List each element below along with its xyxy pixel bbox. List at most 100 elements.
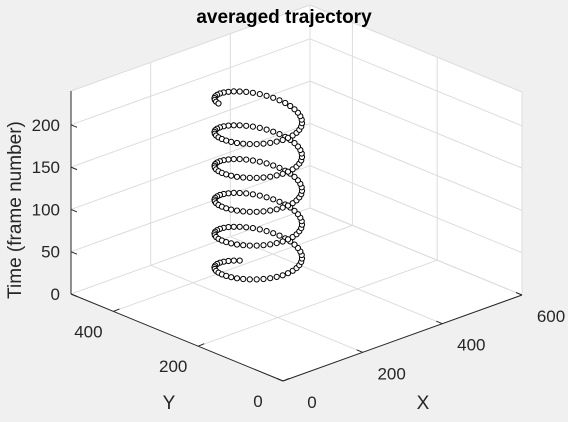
data-point [249,123,256,130]
data-point [263,194,270,201]
data-point [223,171,230,178]
data-point [240,174,247,181]
x-axis-line [282,294,523,382]
data-point [230,223,237,230]
back-wall-pane-x [71,5,310,294]
data-point [253,141,260,148]
data-point [246,208,253,215]
data-point [256,124,263,132]
x-grid-line-floor [150,264,363,353]
data-point [253,174,260,181]
data-point [273,206,280,213]
data-point [270,162,277,169]
z-tick-label: 100 [32,200,60,219]
y-tick-mark [198,343,205,347]
y-grid-line-floor [198,259,438,347]
data-point [287,102,294,110]
data-point [276,97,283,104]
x-tick-mark [276,378,284,382]
z-tick-label: 50 [41,243,60,262]
x-tick-label: 400 [457,336,485,355]
data-point [230,257,237,264]
data-point [223,239,230,246]
data-point [276,198,283,205]
data-point [230,189,237,196]
data-point [291,207,298,214]
data-point [253,276,260,283]
x-tick-mark [515,292,523,296]
data-point [273,138,280,145]
data-point [260,140,267,147]
data-point [282,99,289,107]
data-point [233,275,241,282]
y-grid-line-floor [113,224,353,312]
z-tick-label: 0 [51,285,60,304]
y-axis-label: Y [163,393,176,414]
data-point [291,173,298,180]
z-tick-label: 150 [32,158,60,177]
z-tick-mark [70,208,78,213]
data-point [236,122,243,129]
data-point [267,139,274,146]
data-point [246,276,253,283]
data-point [215,100,222,107]
data-point [249,225,256,232]
data-point [263,92,270,99]
y-tick-label: 400 [74,322,102,341]
data-point [276,232,283,239]
data-point [256,91,263,98]
data-point [236,88,243,95]
z-grid-line-wall-x [70,38,311,126]
data-point [284,134,292,141]
data-point [279,238,286,245]
x-tick-label: 200 [377,364,405,383]
z-grid-line-wall-y [309,165,523,254]
box-top-edge-back-y [309,4,523,93]
data-point [263,160,270,167]
data-point [291,106,298,113]
data-point [279,136,286,144]
data-point [260,174,267,181]
z-grid-line-wall-y [309,122,523,211]
data-point [233,241,241,248]
data-point [236,156,243,163]
y-axis-line [70,293,284,382]
data-point [236,189,243,197]
data-point [249,89,256,96]
box-top-edge-back-x [70,4,311,92]
data-point [279,170,286,177]
chart-title: averaged trajectory [196,7,372,28]
axes-box [70,4,523,382]
data-point [260,242,267,249]
data-point [284,270,292,277]
data-point [249,157,256,164]
y-tick-mark [113,308,120,312]
data-point [223,137,230,144]
x-grid-line-floor [230,236,443,325]
data-point [228,172,235,179]
tick-marks [70,124,523,382]
data-point [240,242,247,249]
data-point [240,140,247,147]
data-point [246,141,253,148]
data-point [263,126,270,133]
data-point [284,202,292,209]
data-point [228,206,235,213]
data-point [243,190,250,197]
data-point [243,156,250,163]
data-point [233,139,241,147]
data-point [228,240,235,247]
x-tick-label: 600 [537,307,565,326]
z-grid-line-wall-y [309,80,523,169]
data-point [230,156,237,163]
x-tick-label: 0 [307,393,316,412]
data-point [270,94,277,101]
x-axis-label: X [417,393,430,414]
data-point [223,272,230,279]
z-grid-line-wall-y [309,38,523,127]
z-grid-line-wall-x [70,165,311,253]
z-axis-label: Time (frame number) [5,121,26,299]
data-point [228,138,235,145]
